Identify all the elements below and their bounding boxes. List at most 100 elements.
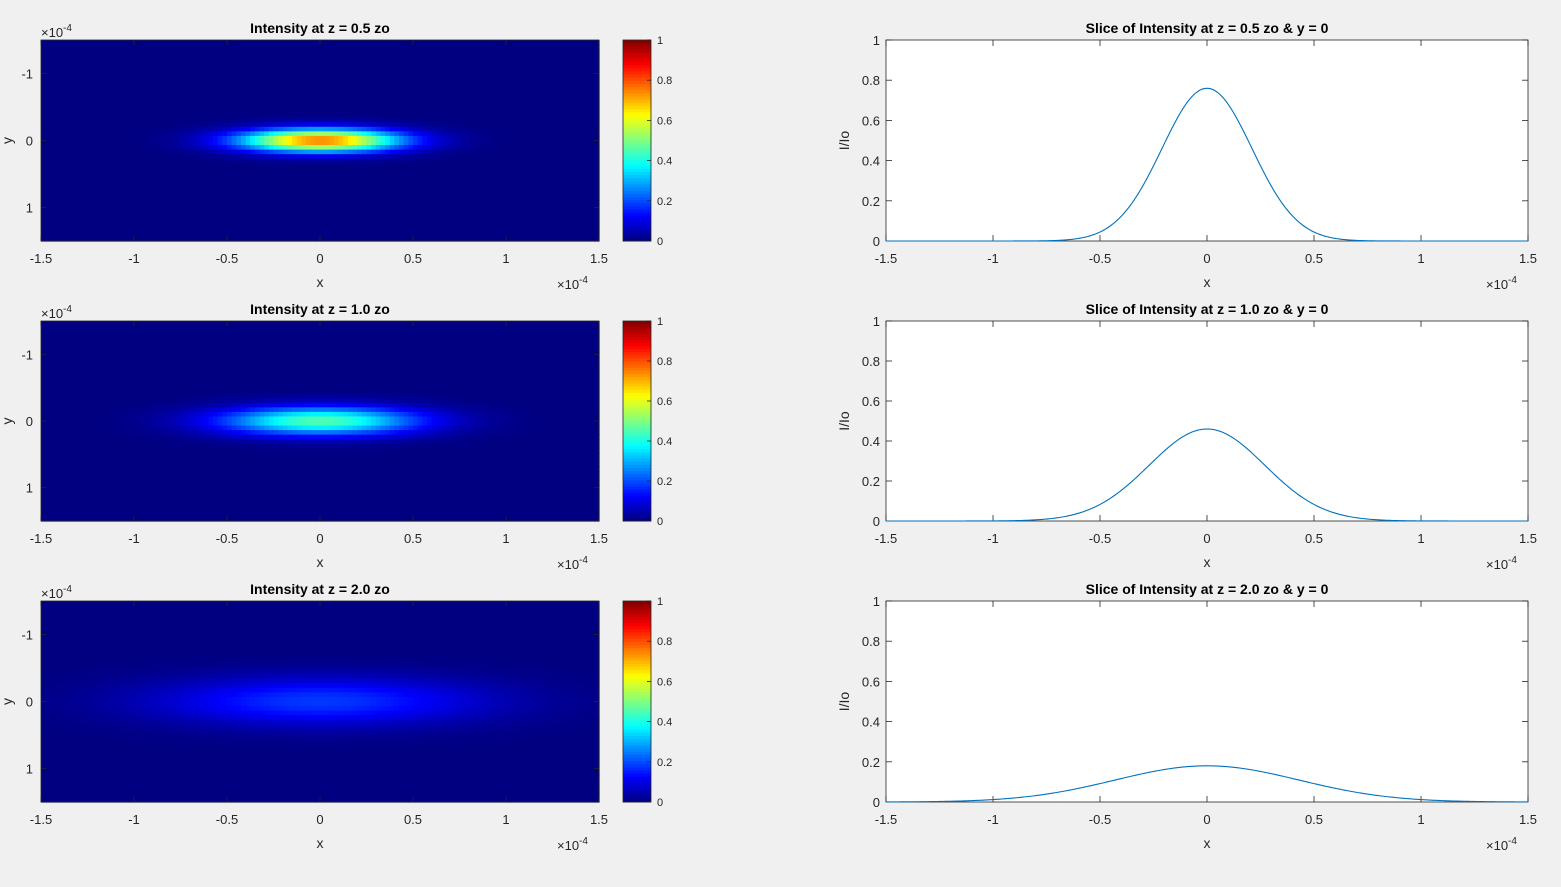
heatmap-cell bbox=[389, 145, 395, 151]
heatmap-cell bbox=[324, 58, 330, 64]
heatmap-cell bbox=[380, 149, 386, 155]
heatmap-cell bbox=[208, 154, 214, 160]
heatmap-cell bbox=[59, 99, 65, 105]
heatmap-cell bbox=[245, 103, 251, 110]
heatmap-cell bbox=[54, 99, 61, 105]
heatmap-cell bbox=[440, 76, 447, 82]
heatmap-cell bbox=[426, 199, 433, 206]
heatmap-cell bbox=[510, 145, 516, 151]
heatmap-cell bbox=[96, 90, 103, 96]
heatmap-cell bbox=[124, 177, 130, 183]
heatmap-cell bbox=[213, 167, 219, 174]
heatmap-cell bbox=[264, 199, 270, 206]
heatmap-cell bbox=[180, 195, 186, 201]
heatmap-cell bbox=[217, 181, 223, 187]
heatmap-cell bbox=[157, 190, 163, 196]
heatmap-cell bbox=[310, 195, 316, 201]
heatmap-cell bbox=[310, 58, 316, 64]
heatmap-cell bbox=[50, 99, 56, 105]
heatmap-cell bbox=[231, 113, 237, 119]
heatmap-cell bbox=[301, 218, 307, 224]
heatmap-cell bbox=[189, 113, 196, 119]
heatmap-cell bbox=[189, 135, 196, 142]
heatmap-cell bbox=[478, 40, 484, 46]
heatmap-cell bbox=[110, 145, 116, 151]
heatmap-cell bbox=[189, 145, 196, 151]
heatmap-cell bbox=[533, 90, 540, 96]
heatmap-cell bbox=[361, 181, 368, 187]
heatmap-cell bbox=[315, 131, 321, 137]
heatmap-cell bbox=[41, 126, 47, 132]
heatmap-cell bbox=[64, 158, 70, 164]
heatmap-cell bbox=[478, 58, 484, 64]
heatmap-cell bbox=[147, 190, 154, 196]
heatmap-cell bbox=[315, 94, 321, 100]
heatmap-cell bbox=[585, 145, 591, 151]
heatmap-cell bbox=[524, 62, 530, 69]
heatmap-cell bbox=[236, 218, 242, 224]
heatmap-cell bbox=[273, 58, 279, 64]
heatmap-cell bbox=[547, 190, 554, 196]
heatmap-cell bbox=[524, 172, 530, 178]
heatmap-cell bbox=[538, 167, 544, 174]
heatmap-cell bbox=[282, 103, 289, 110]
heatmap-cell bbox=[594, 108, 600, 114]
heatmap-cell bbox=[50, 199, 56, 206]
heatmap-cell bbox=[87, 126, 93, 132]
heatmap-cell bbox=[106, 172, 112, 178]
heatmap-cell bbox=[292, 163, 298, 169]
heatmap-cell bbox=[199, 62, 205, 69]
heatmap-cell bbox=[366, 145, 372, 151]
heatmap-cell bbox=[50, 190, 56, 196]
heatmap-cell bbox=[329, 40, 335, 46]
heatmap-cell bbox=[250, 149, 256, 155]
heatmap-cell bbox=[394, 94, 400, 100]
heatmap-cell bbox=[157, 218, 163, 224]
heatmap-cell bbox=[50, 145, 56, 151]
heatmap-cell bbox=[417, 108, 423, 114]
heatmap-cell bbox=[254, 199, 261, 206]
heatmap-cell bbox=[278, 85, 284, 91]
heatmap-cell bbox=[403, 149, 409, 155]
heatmap-cell bbox=[306, 117, 312, 123]
heatmap-cell bbox=[459, 81, 465, 87]
heatmap-cell bbox=[59, 172, 65, 178]
heatmap-cell bbox=[254, 135, 261, 142]
heatmap-cell bbox=[399, 49, 405, 55]
heatmap-cell bbox=[366, 122, 372, 128]
heatmap-cell bbox=[217, 58, 223, 64]
heatmap-cell bbox=[357, 177, 363, 183]
heatmap-cell bbox=[87, 195, 93, 201]
heatmap-cell bbox=[96, 199, 103, 206]
heatmap-cell bbox=[268, 94, 275, 100]
heatmap-cell bbox=[110, 67, 116, 73]
heatmap-cell bbox=[45, 126, 51, 132]
heatmap-cell bbox=[68, 186, 75, 192]
heatmap-cell bbox=[533, 117, 540, 123]
heatmap-cell bbox=[189, 85, 196, 91]
heatmap-cell bbox=[510, 40, 516, 46]
heatmap-cell bbox=[240, 53, 247, 59]
heatmap-cell bbox=[482, 108, 488, 114]
heatmap-cell bbox=[101, 163, 107, 169]
heatmap-cell bbox=[240, 190, 247, 196]
heatmap-cell bbox=[185, 195, 191, 201]
heatmap-cell bbox=[473, 149, 479, 155]
heatmap-cell bbox=[147, 90, 154, 96]
heatmap-cell bbox=[366, 177, 372, 183]
heatmap-cell bbox=[478, 76, 484, 82]
heatmap-cell bbox=[487, 131, 493, 137]
heatmap-cell bbox=[413, 40, 419, 46]
heatmap-cell bbox=[166, 222, 172, 228]
heatmap-cell bbox=[315, 81, 321, 87]
heatmap-cell bbox=[524, 71, 530, 78]
heatmap-cell bbox=[347, 149, 354, 155]
heatmap-cell bbox=[519, 190, 526, 196]
heatmap-cell bbox=[492, 103, 498, 110]
heatmap-cell bbox=[496, 135, 502, 142]
heatmap-cell bbox=[259, 108, 265, 114]
heatmap-cell bbox=[106, 90, 112, 96]
heatmap-cell bbox=[185, 177, 191, 183]
heatmap-cell bbox=[82, 53, 89, 59]
heatmap-cell bbox=[310, 108, 316, 114]
